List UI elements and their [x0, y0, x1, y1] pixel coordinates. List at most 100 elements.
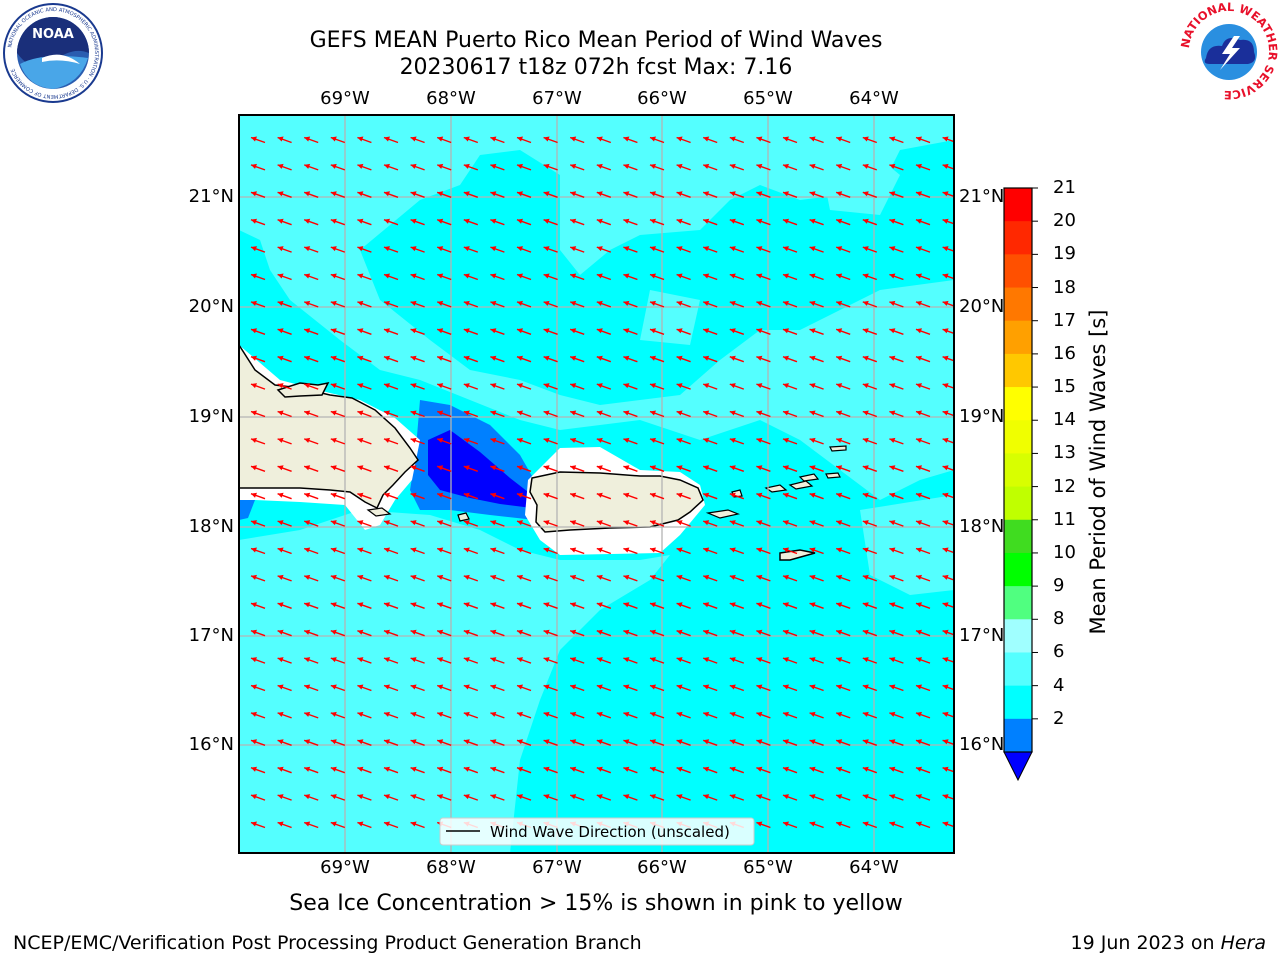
wave-direction-arrow [357, 300, 372, 308]
wave-direction-arrow [543, 163, 558, 171]
wave-direction-arrow [649, 739, 665, 746]
wave-direction-arrow [596, 246, 612, 253]
wave-direction-arrow [490, 163, 505, 171]
wave-direction-arrow [889, 437, 904, 445]
wave-direction-arrow [543, 246, 558, 253]
wave-direction-arrow [596, 163, 612, 171]
lon-tick-label-bottom: 65°W [743, 857, 793, 878]
land-vieques [705, 509, 741, 519]
wave-direction-arrow [809, 383, 824, 390]
wave-direction-arrow [303, 520, 319, 527]
wave-direction-arrow [516, 739, 532, 746]
wave-direction-arrow [250, 410, 266, 418]
wave-direction-arrow [436, 684, 452, 692]
wave-direction-arrow [463, 328, 479, 335]
wave-direction-arrow [915, 191, 931, 198]
wave-direction-arrow [383, 355, 399, 363]
wave-direction-arrow [702, 383, 718, 390]
wave-direction-arrow [862, 657, 878, 664]
wave-direction-arrow [729, 520, 745, 527]
wave-direction-arrow [490, 766, 505, 774]
wave-direction-arrow [729, 492, 745, 500]
wave-direction-arrow [410, 410, 425, 418]
wave-direction-arrow [596, 191, 612, 198]
wave-direction-arrow [862, 410, 878, 418]
wave-band-2-4-west [239, 500, 255, 520]
wave-direction-arrow [729, 383, 745, 390]
wave-direction-arrow [782, 821, 798, 829]
land-sombrero [829, 445, 847, 452]
wave-direction-arrow [410, 657, 425, 664]
wave-direction-arrow [702, 629, 718, 637]
wave-direction-arrow [436, 328, 452, 335]
wave-direction-arrow [809, 574, 824, 582]
wave-direction-arrow [277, 629, 292, 637]
wave-direction-arrow [915, 794, 931, 801]
wave-direction-arrow [676, 629, 691, 637]
noaa-logo-text: NOAA [32, 27, 74, 42]
wave-direction-arrow [410, 246, 425, 253]
wave-direction-arrow [383, 711, 399, 719]
wave-direction-arrow [942, 163, 954, 170]
colorbar-tick-label: 6 [1053, 641, 1065, 663]
wave-direction-arrow [942, 492, 954, 499]
wave-direction-arrow [250, 492, 266, 500]
wave-direction-arrow [303, 547, 319, 555]
wave-direction-arrow [809, 136, 824, 144]
wave-direction-arrow [756, 657, 771, 664]
wave-direction-arrow [862, 684, 878, 692]
wave-direction-arrow [543, 410, 558, 418]
land-saona [366, 507, 392, 517]
wave-direction-arrow [889, 465, 904, 472]
wave-direction-arrow [782, 766, 798, 774]
colorbar-tick-label: 4 [1053, 674, 1065, 696]
wave-direction-arrow [543, 711, 558, 719]
wave-direction-arrow [277, 821, 292, 829]
wave-direction-arrow [915, 328, 931, 335]
wave-direction-arrow [383, 520, 399, 527]
wave-direction-arrow [729, 794, 745, 801]
wave-direction-arrow [623, 657, 638, 664]
wave-direction-arrow [889, 410, 904, 418]
wave-direction-arrow [330, 547, 346, 555]
light-wave-region-south [239, 510, 670, 853]
wave-direction-arrow [835, 821, 851, 829]
wave-direction-arrow [463, 520, 479, 527]
wave-direction-arrow [490, 739, 505, 746]
wave-direction-arrow [330, 437, 346, 445]
wave-direction-arrow [410, 602, 425, 609]
wave-direction-arrow [942, 246, 954, 252]
wave-direction-arrow [490, 218, 505, 226]
wave-direction-arrow [782, 657, 798, 664]
wave-direction-arrow [782, 328, 798, 335]
wave-direction-arrow [463, 300, 479, 308]
land-mona [457, 512, 470, 522]
colorbar-segment [1004, 552, 1032, 587]
wave-direction-arrow [569, 574, 585, 582]
wave-direction-arrow [729, 547, 745, 555]
wave-direction-arrow [623, 273, 638, 281]
wave-direction-arrow [303, 574, 319, 582]
wave-direction-arrow [782, 684, 798, 692]
wave-direction-arrow [835, 437, 851, 445]
wave-direction-arrow [889, 163, 904, 171]
lat-tick-label-right: 21°N [959, 186, 1005, 207]
colorbar-tick-label: 17 [1053, 309, 1076, 331]
wave-direction-arrow [623, 328, 638, 335]
wave-direction-arrow [915, 766, 931, 774]
wave-direction-arrow [676, 794, 691, 801]
wave-direction-arrow [809, 300, 824, 308]
wave-direction-arrow [410, 191, 425, 198]
wave-direction-arrow [410, 383, 425, 390]
wave-direction-arrow [436, 465, 452, 472]
wave-direction-arrow [942, 794, 954, 800]
wave-direction-arrow [330, 629, 346, 637]
wave-direction-arrow [702, 602, 718, 609]
wave-direction-arrow [835, 163, 851, 171]
wave-direction-arrow [942, 684, 954, 691]
wave-direction-arrow [649, 246, 665, 253]
wave-direction-arrow [569, 355, 585, 363]
wave-direction-arrow [702, 355, 718, 363]
wave-direction-arrow [569, 465, 585, 472]
wave-direction-arrow [383, 657, 399, 664]
